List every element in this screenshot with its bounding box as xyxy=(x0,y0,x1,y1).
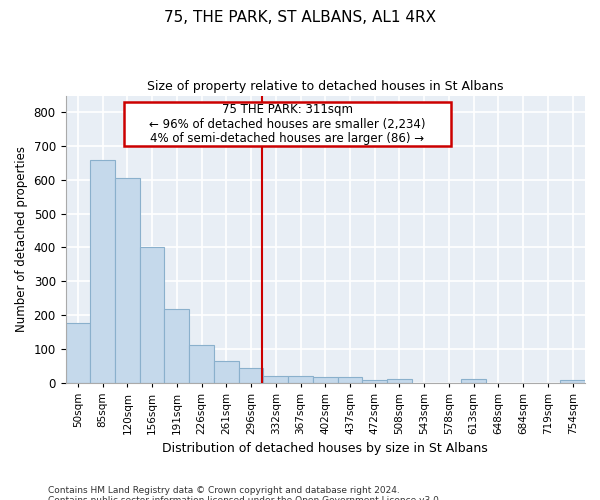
Bar xyxy=(288,376,313,382)
Bar xyxy=(90,160,115,382)
Bar xyxy=(263,376,288,382)
Bar xyxy=(560,380,585,382)
Title: Size of property relative to detached houses in St Albans: Size of property relative to detached ho… xyxy=(147,80,503,93)
Text: 4% of semi-detached houses are larger (86) →: 4% of semi-detached houses are larger (8… xyxy=(151,132,425,145)
Bar xyxy=(115,178,140,382)
Bar xyxy=(189,346,214,383)
Bar xyxy=(140,248,164,382)
Bar xyxy=(313,378,338,382)
Bar xyxy=(387,379,412,382)
Text: Contains HM Land Registry data © Crown copyright and database right 2024.: Contains HM Land Registry data © Crown c… xyxy=(48,486,400,495)
FancyBboxPatch shape xyxy=(124,102,451,146)
Text: ← 96% of detached houses are smaller (2,234): ← 96% of detached houses are smaller (2,… xyxy=(149,118,426,131)
Bar xyxy=(362,380,387,382)
Text: 75, THE PARK, ST ALBANS, AL1 4RX: 75, THE PARK, ST ALBANS, AL1 4RX xyxy=(164,10,436,25)
Bar xyxy=(65,324,90,382)
Bar xyxy=(461,380,486,382)
Bar xyxy=(239,368,263,382)
X-axis label: Distribution of detached houses by size in St Albans: Distribution of detached houses by size … xyxy=(163,442,488,455)
Bar xyxy=(164,309,189,382)
Bar xyxy=(214,361,239,382)
Bar xyxy=(338,378,362,382)
Text: 75 THE PARK: 311sqm: 75 THE PARK: 311sqm xyxy=(222,103,353,116)
Y-axis label: Number of detached properties: Number of detached properties xyxy=(15,146,28,332)
Text: Contains public sector information licensed under the Open Government Licence v3: Contains public sector information licen… xyxy=(48,496,442,500)
